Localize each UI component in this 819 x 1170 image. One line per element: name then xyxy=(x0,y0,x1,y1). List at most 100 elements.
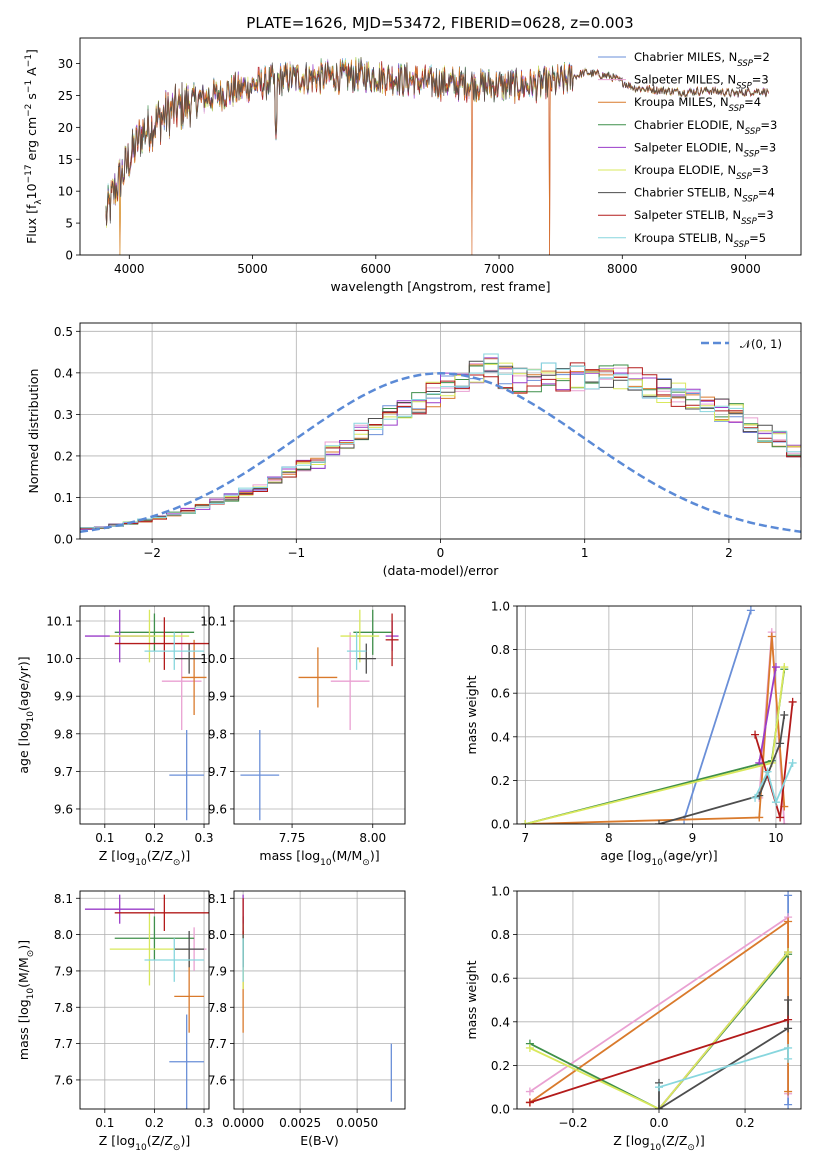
label-part: 10 xyxy=(135,858,147,868)
legend-sub: SSP xyxy=(736,172,752,182)
y-tick-label: 7.7 xyxy=(54,1037,73,1051)
x-tick-label: −0.2 xyxy=(558,1116,587,1130)
y-tick-label: 7.9 xyxy=(208,964,227,978)
axes-frame xyxy=(79,605,210,825)
label-part: log xyxy=(116,1133,135,1148)
x-tick-label: 0.3 xyxy=(194,831,213,845)
label-part: age [ xyxy=(16,742,31,774)
weight-marker xyxy=(784,1100,793,1109)
axes-frame xyxy=(79,322,802,540)
weight-line-3 xyxy=(525,669,786,824)
y-tick-label: 10 xyxy=(58,185,73,199)
weight-marker xyxy=(525,1098,534,1107)
label-part: (age/yr)] xyxy=(663,848,718,863)
label-part: mass [ xyxy=(16,1018,31,1060)
x-tick-label: 0.0050 xyxy=(336,1116,378,1130)
legend-count: =5 xyxy=(749,231,766,245)
label-part: (data-model)/error xyxy=(383,563,500,578)
weight-marker xyxy=(784,996,793,1004)
legend-count: =3 xyxy=(752,73,769,87)
x-axis-label: Z [log10(Z/Z⊙)] xyxy=(99,1133,190,1153)
histogram-series-1 xyxy=(80,363,801,530)
legend-sub: SSP xyxy=(734,240,750,250)
x-tick-label: 7 xyxy=(522,831,530,845)
x-tick-label: 2 xyxy=(725,546,733,560)
label-part: mass weight xyxy=(464,960,479,1039)
label-part: ⊙ xyxy=(687,1143,695,1153)
legend-count: =4 xyxy=(758,186,775,200)
plot-area xyxy=(80,891,209,1109)
label-part: s xyxy=(24,93,39,104)
weight-marker xyxy=(655,1083,663,1092)
label-part: ⊙ xyxy=(362,858,370,868)
y-tick-label: 10.0 xyxy=(46,652,73,666)
weight-line-0 xyxy=(683,610,752,820)
x-tick-label: 7.75 xyxy=(279,831,306,845)
axes-frame xyxy=(233,605,406,825)
weight-line-8 xyxy=(754,762,794,805)
label-part: mass weight xyxy=(464,675,479,754)
weight-marker xyxy=(776,813,785,822)
label-part: mass [ xyxy=(259,848,301,863)
y-tick-label: 8.1 xyxy=(208,892,227,906)
weight-line-4 xyxy=(758,666,777,764)
weight-marker xyxy=(525,1087,534,1096)
legend-label: Kroupa STELIB, NSSP=5 xyxy=(634,231,766,250)
label-part: −1 xyxy=(24,54,34,67)
y-tick-label: 0 xyxy=(65,249,73,263)
legend-count: =3 xyxy=(759,140,776,154)
label-part: )] xyxy=(695,1133,705,1148)
x-tick-label: 8.00 xyxy=(359,831,386,845)
weight-marker xyxy=(788,697,797,706)
x-axis-label: age [log10(age/yr)] xyxy=(600,848,717,868)
y-tick-label: 9.8 xyxy=(208,727,227,741)
y-tick-label: 0.2 xyxy=(491,774,510,788)
x-tick-label: 1 xyxy=(581,546,589,560)
x-axis-label: Z [log10(Z/Z⊙)] xyxy=(99,848,190,868)
label-part: 10 xyxy=(652,858,664,868)
weight-marker xyxy=(655,1105,663,1109)
normal-curve xyxy=(80,372,801,533)
legend-sub: SSP xyxy=(741,217,757,227)
label-part: 10 xyxy=(650,1143,662,1153)
x-tick-label: 0.0 xyxy=(649,1116,668,1130)
x-tick-label: 7000 xyxy=(484,262,515,276)
weight-marker xyxy=(784,1024,793,1033)
y-tick-label: 0.1 xyxy=(54,491,73,505)
label-part: (Z/Z xyxy=(147,848,173,863)
label-part: E(B-V) xyxy=(300,1133,339,1148)
x-tick-label: 0.2 xyxy=(145,1116,164,1130)
x-tick-label: 8 xyxy=(605,831,613,845)
legend-count: =2 xyxy=(753,50,770,64)
label-part: (M/M xyxy=(332,848,363,863)
x-tick-label: 5000 xyxy=(237,262,268,276)
plot-area xyxy=(80,606,209,824)
y-tick-label: 7.8 xyxy=(208,1001,227,1015)
legend-label: Chabrier MILES, NSSP=2 xyxy=(634,50,770,69)
legend-name: Chabrier STELIB, N xyxy=(634,186,742,200)
weight-line-6 xyxy=(658,714,786,824)
y-tick-label: 7.8 xyxy=(54,1001,73,1015)
legend-name: Kroupa ELODIE, N xyxy=(634,163,736,177)
label-part: 10 xyxy=(26,711,36,723)
legend-name: Salpeter STELIB, N xyxy=(634,208,741,222)
y-tick-label: 1.0 xyxy=(491,885,510,899)
label-part: Normed distribution xyxy=(26,369,41,494)
y-tick-label: 0.4 xyxy=(491,1015,510,1029)
figure-title: PLATE=1626, MJD=53472, FIBERID=0628, z=0… xyxy=(246,14,633,32)
legend-name: Chabrier MILES, N xyxy=(634,50,737,64)
label-part: log xyxy=(632,848,651,863)
weight-marker xyxy=(755,813,764,822)
label-part: ] xyxy=(24,49,39,54)
weight-line-5 xyxy=(529,951,789,1109)
label-part: log xyxy=(16,722,31,741)
label-part: 10 xyxy=(135,1143,147,1153)
y-axis-label: mass [log10(M/M⊙)] xyxy=(16,940,36,1060)
weight-marker xyxy=(771,663,780,672)
y-tick-label: 9.7 xyxy=(208,765,227,779)
weight-marker xyxy=(751,793,760,802)
panel-age-vs-Z: 0.1 0.2 0.39.69.79.89.910.010.1Z [log10(Z/… xyxy=(16,605,214,868)
x-axis-label: (data-model)/error xyxy=(383,563,500,578)
residuals-legend: 𝒩(0, 1) xyxy=(701,337,782,351)
plot-area xyxy=(80,323,801,539)
